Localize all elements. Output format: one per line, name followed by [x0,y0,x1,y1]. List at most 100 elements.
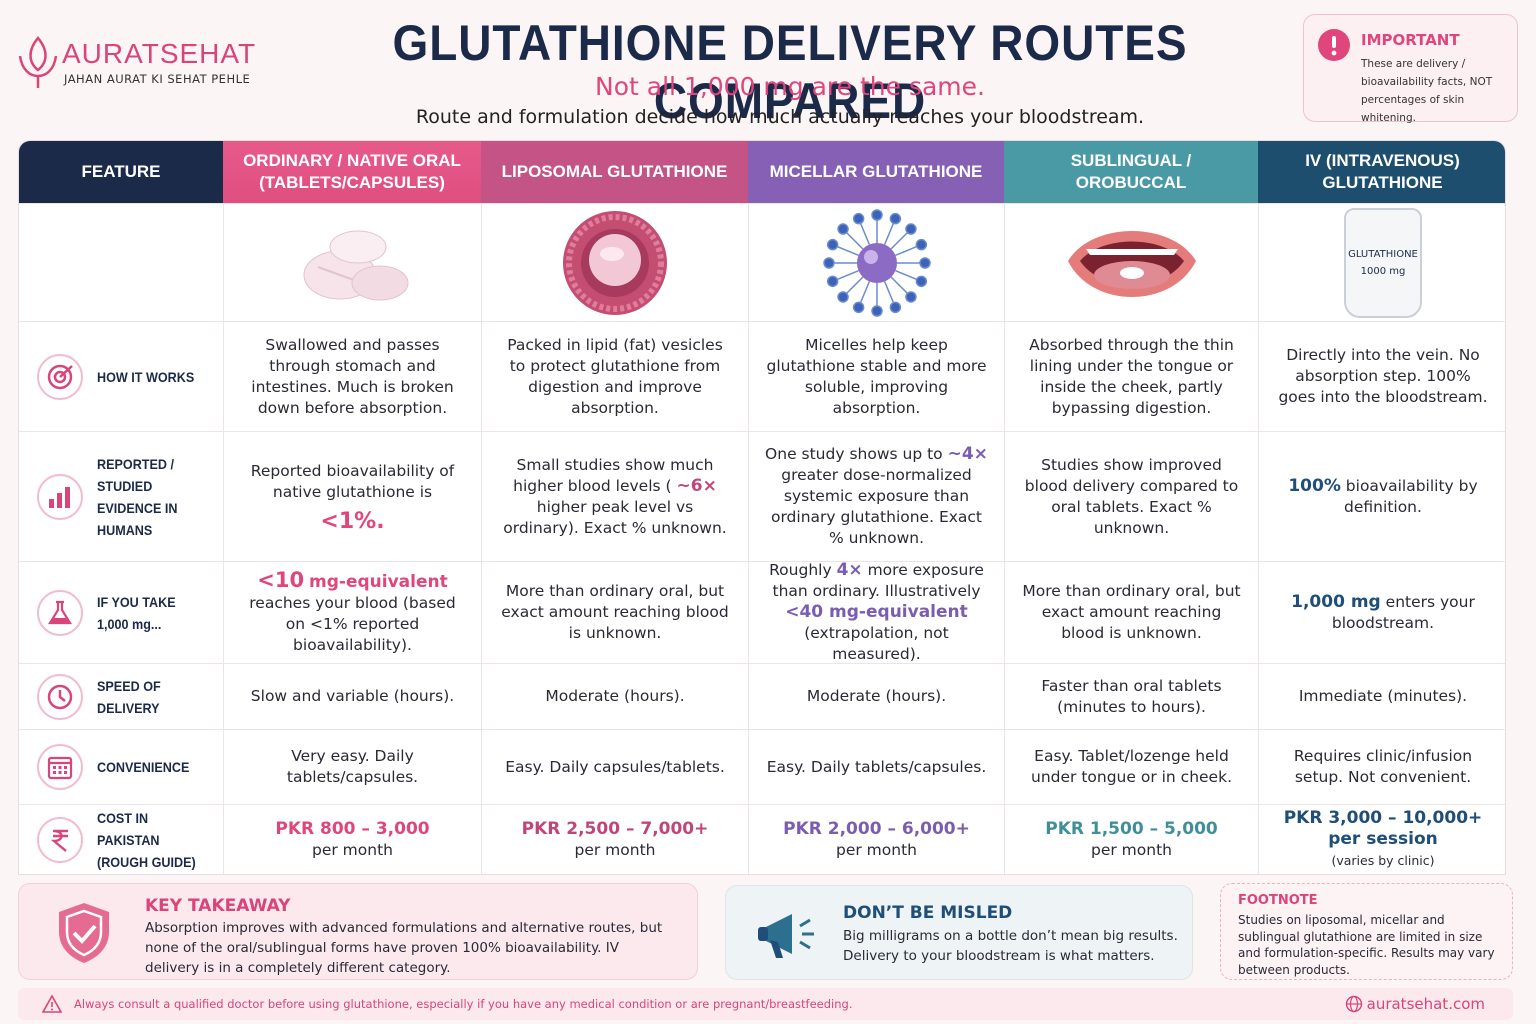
row-icon [37,744,83,790]
row-label-cell: CONVENIENCE [19,729,223,804]
table-cell: PKR 3,000 – 10,000+ per session (varies … [1258,804,1505,874]
table-cell: 100% bioavailability by definition. [1258,431,1505,561]
cell-text: Slow and variable (hours). [250,687,455,705]
table-cell: Moderate (hours). [481,663,748,729]
website-link[interactable]: auratsehat.com [1366,995,1485,1013]
route-illustration: GLUTATHIONE 1000 mg [1258,203,1505,321]
row-label: CONVENIENCE [97,759,190,775]
misled-text: Big milligrams on a bottle don’t mean bi… [843,928,1178,964]
table-cell: Micelles help keep glutathione stable an… [748,321,1004,431]
table-cell: PKR 1,500 – 5,000 per month [1004,804,1258,874]
table-cell: More than ordinary oral, but exact amoun… [1004,561,1258,663]
cell-text: Easy. Daily tablets/capsules. [766,757,987,776]
row-icon [37,589,83,636]
cell-text: Reported bioavailability of native gluta… [250,462,455,501]
column-header: SUBLINGUAL / OROBUCCAL [1004,141,1258,203]
globe-icon [1345,995,1363,1013]
table-cell: Very easy. Daily tablets/capsules. [223,729,481,804]
empty-cell [19,203,223,321]
table-cell: Easy. Daily tablets/capsules. [748,729,1004,804]
illustration [1067,230,1196,297]
shield-icon [59,903,109,963]
cell-text: Directly into the vein. No absorption st… [1278,346,1488,406]
cell-text: Easy. Daily capsules/tablets. [505,757,725,776]
table-cell: More than ordinary oral, but exact amoun… [481,561,748,663]
route-illustration [223,203,481,321]
cell-text: More than ordinary oral, but exact amoun… [1022,582,1241,642]
highlight: PKR 2,500 – 7,000+ [521,818,709,839]
comparison-table: FEATURE ORDINARY / NATIVE ORAL (TABLETS/C… [18,140,1506,875]
misled-box: DON’T BE MISLED Big milligrams on a bott… [725,885,1193,980]
highlight: <1%. [320,509,385,534]
row-label: HOW IT WORKS [97,368,195,385]
cell-text: Absorbed through the thin lining under t… [1029,335,1234,417]
notice-text: These are delivery / bioavailability fac… [1361,58,1493,124]
cell-text: bioavailability by definition. [1344,476,1478,516]
highlight: mg-equivalent [309,571,448,592]
highlight: 4× [836,560,863,580]
highlight: per month [1091,840,1172,859]
cell-text: Swallowed and passes through stomach and… [251,335,454,417]
takeaway-text: Absorption improves with advanced formul… [145,920,663,976]
cell-text: higher peak level vs ordinary). Exact % … [503,497,727,537]
highlight: PKR 3,000 – 10,000+ [1283,808,1483,828]
takeaway-title: KEY TAKEAWAY [145,896,291,916]
illustration [303,230,408,300]
table-cell: Directly into the vein. No absorption st… [1258,321,1505,431]
highlight: (varies by clinic) [1331,853,1435,868]
cell-text: One study shows up to [765,445,943,463]
brand-logo [18,36,58,88]
warning-icon [42,995,62,1013]
cell-text: Moderate (hours). [545,687,685,705]
footnote-box: FOOTNOTE Studies on liposomal, micellar … [1220,883,1513,980]
row-label-cell: SPEED OF DELIVERY [19,663,223,729]
table-cell: Slow and variable (hours). [223,663,481,729]
cell-text: Very easy. Daily tablets/capsules. [286,747,419,786]
highlight: per session [1328,829,1438,849]
disclaimer-bar: Always consult a qualified doctor before… [18,988,1513,1020]
notice-title: IMPORTANT [1361,31,1460,49]
alert-icon [1318,29,1350,61]
highlight: PKR 1,500 – 5,000 [1045,818,1218,839]
highlight: per month [312,840,393,859]
brand-name: AURATSEHAT [62,38,257,69]
row-label: IF YOU TAKE 1,000 mg... [97,593,176,632]
table-cell: Faster than oral tablets (minutes to hou… [1004,663,1258,729]
highlight: 100% [1288,475,1341,496]
cell-text: more exposure than ordinary. Illustrativ… [772,561,984,600]
highlight: per month [574,840,656,859]
row-label: SPEED OF DELIVERY [97,677,161,716]
row-label: COST IN PAKISTAN (ROUGH GUIDE) [97,809,196,870]
table-cell: Requires clinic/infusion setup. Not conv… [1258,729,1505,804]
cell-text: Faster than oral tablets (minutes to hou… [1041,676,1222,716]
iv-bag-label: GLUTATHIONE [1348,248,1418,260]
table-cell: <10 mg-equivalent reaches your blood (ba… [223,561,481,663]
misled-title: DON’T BE MISLED [843,903,1013,923]
route-illustration [1004,203,1258,321]
table-cell: Easy. Tablet/lozenge held under tongue o… [1004,729,1258,804]
row-label-cell: REPORTED / STUDIED EVIDENCE IN HUMANS [19,431,223,561]
row-label-cell: IF YOU TAKE 1,000 mg... [19,561,223,663]
row-icon [37,353,83,400]
feature-header: FEATURE [19,141,223,203]
column-header: MICELLAR GLUTATHIONE [748,141,1004,203]
highlight: per month [836,840,917,859]
cell-text: greater dose-normalized systemic exposur… [770,466,983,547]
table-cell: One study shows up to ~4× greater dose-n… [748,431,1004,561]
column-header: IV (INTRAVENOUS) GLUTATHIONE [1258,141,1505,203]
brand-tagline: JAHAN AURAT KI SEHAT PEHLE [64,72,251,86]
column-header: LIPOSOMAL GLUTATHIONE [481,141,748,203]
table-cell: Swallowed and passes through stomach and… [223,321,481,431]
subtitle: Not all 1,000 mg are the same. [595,72,985,101]
table-cell: Moderate (hours). [748,663,1004,729]
cell-text: reaches your blood (based on <1% reporte… [249,593,456,654]
row-label-cell: HOW IT WORKS [19,321,223,431]
highlight: PKR 2,000 – 6,000+ [783,818,970,839]
table-cell: Small studies show much higher blood lev… [481,431,748,561]
description: Route and formulation decide how much ac… [415,106,1145,128]
table-cell: Studies show improved blood delivery com… [1004,431,1258,561]
table-cell: PKR 800 – 3,000 per month [223,804,481,874]
highlight: <40 mg-equivalent [785,602,968,622]
cell-text: Moderate (hours). [806,687,947,705]
